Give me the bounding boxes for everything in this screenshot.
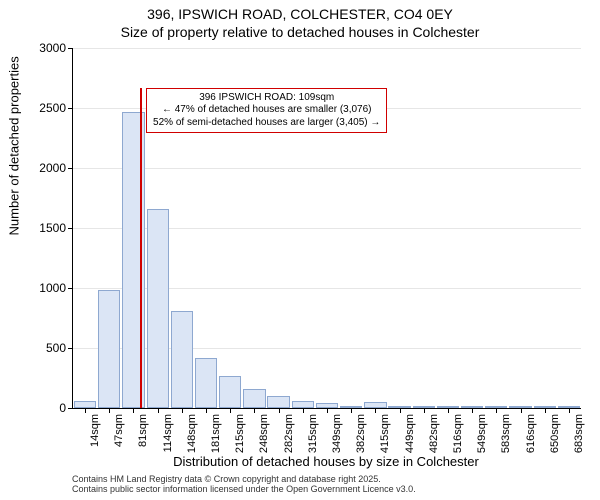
xtick-mark	[182, 408, 183, 413]
bar	[74, 401, 96, 408]
xtick-label: 148sqm	[186, 414, 198, 453]
xtick-mark	[133, 408, 134, 413]
xtick-mark	[327, 408, 328, 413]
xtick-label: 47sqm	[113, 414, 125, 447]
xtick-label: 14sqm	[89, 414, 101, 447]
bar	[171, 311, 193, 408]
xtick-label: 215sqm	[234, 414, 246, 453]
xtick-mark	[521, 408, 522, 413]
ytick-mark	[68, 168, 73, 169]
bar	[267, 396, 289, 408]
xtick-mark	[109, 408, 110, 413]
xtick-label: 248sqm	[258, 414, 270, 453]
bar	[219, 376, 241, 408]
xtick-label: 449sqm	[404, 414, 416, 453]
callout-line1: 396 IPSWICH ROAD: 109sqm	[153, 92, 380, 105]
xtick-label: 415sqm	[379, 414, 391, 453]
ytick-mark	[68, 108, 73, 109]
xtick-label: 349sqm	[331, 414, 343, 453]
xtick-mark	[375, 408, 376, 413]
xtick-label: 282sqm	[283, 414, 295, 453]
attribution-line1: Contains HM Land Registry data © Crown c…	[72, 474, 416, 484]
ytick-label: 1500	[6, 221, 66, 235]
xtick-mark	[545, 408, 546, 413]
xtick-mark	[158, 408, 159, 413]
xtick-label: 114sqm	[162, 414, 174, 452]
xtick-label: 181sqm	[210, 414, 222, 453]
xtick-mark	[279, 408, 280, 413]
bar	[98, 290, 120, 408]
bar	[243, 389, 265, 408]
marker-line	[140, 88, 142, 408]
xtick-mark	[496, 408, 497, 413]
x-axis-label: Distribution of detached houses by size …	[72, 454, 580, 469]
xtick-mark	[351, 408, 352, 413]
xtick-label: 482sqm	[428, 414, 440, 453]
xtick-mark	[472, 408, 473, 413]
attribution: Contains HM Land Registry data © Crown c…	[72, 474, 416, 495]
xtick-label: 315sqm	[307, 414, 319, 453]
xtick-label: 616sqm	[525, 414, 537, 453]
ytick-mark	[68, 228, 73, 229]
ytick-mark	[68, 348, 73, 349]
ytick-label: 500	[6, 341, 66, 355]
xtick-mark	[448, 408, 449, 413]
ytick-label: 2000	[6, 161, 66, 175]
ytick-mark	[68, 48, 73, 49]
xtick-label: 650sqm	[549, 414, 561, 453]
xtick-label: 549sqm	[476, 414, 488, 453]
callout-box: 396 IPSWICH ROAD: 109sqm← 47% of detache…	[146, 88, 387, 134]
callout-line3: 52% of semi-detached houses are larger (…	[153, 117, 380, 130]
chart-title-line2: Size of property relative to detached ho…	[0, 24, 600, 40]
ytick-label: 3000	[6, 41, 66, 55]
bar	[292, 401, 314, 408]
bar	[147, 209, 169, 408]
chart-title-line1: 396, IPSWICH ROAD, COLCHESTER, CO4 0EY	[0, 6, 600, 22]
ytick-label: 1000	[6, 281, 66, 295]
ytick-mark	[68, 288, 73, 289]
xtick-mark	[85, 408, 86, 413]
y-axis-label: Number of detached properties	[7, 56, 22, 235]
xtick-mark	[254, 408, 255, 413]
xtick-mark	[206, 408, 207, 413]
gridline	[73, 48, 581, 49]
ytick-label: 0	[6, 401, 66, 415]
xtick-mark	[400, 408, 401, 413]
chart-container: 396, IPSWICH ROAD, COLCHESTER, CO4 0EY S…	[0, 0, 600, 500]
xtick-label: 81sqm	[137, 414, 149, 447]
bar	[195, 358, 217, 408]
ytick-label: 2500	[6, 101, 66, 115]
ytick-mark	[68, 408, 73, 409]
gridline	[73, 168, 581, 169]
xtick-mark	[424, 408, 425, 413]
xtick-label: 683sqm	[573, 414, 585, 453]
xtick-label: 583sqm	[500, 414, 512, 453]
xtick-mark	[303, 408, 304, 413]
attribution-line2: Contains public sector information licen…	[72, 484, 416, 494]
xtick-label: 382sqm	[355, 414, 367, 453]
xtick-label: 516sqm	[452, 414, 464, 453]
callout-line2: ← 47% of detached houses are smaller (3,…	[153, 104, 380, 117]
plot-area: 14sqm47sqm81sqm114sqm148sqm181sqm215sqm2…	[72, 48, 581, 409]
xtick-mark	[230, 408, 231, 413]
xtick-mark	[569, 408, 570, 413]
